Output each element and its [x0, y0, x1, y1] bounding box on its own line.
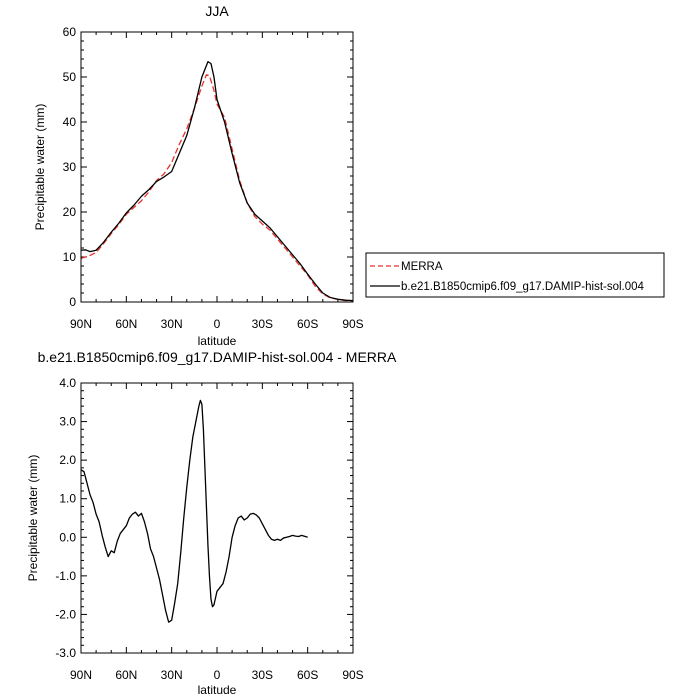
bottom-chart-title: b.e21.B1850cmip6.f09_g17.DAMIP-hist-sol.… — [38, 349, 397, 365]
top-y-tick-label: 50 — [63, 70, 77, 84]
top-y-tick-label: 0 — [69, 295, 76, 309]
legend-label-merra: MERRA — [401, 261, 443, 273]
top-series-line-merra — [80, 74, 353, 302]
top-x-tick-label: 30S — [252, 317, 273, 331]
bottom-y-tick-label: 1.0 — [59, 492, 76, 506]
top-x-tick-label: 60N — [115, 317, 137, 331]
bottom-x-axis-label: latitude — [198, 683, 237, 697]
top-panel: JJA Precipitable water (mm) latitude 90N… — [33, 3, 364, 348]
top-y-axis-label: Precipitable water (mm) — [33, 104, 47, 231]
bottom-y-tick-label: -1.0 — [55, 569, 76, 583]
legend: MERRA b.e21.B1850cmip6.f09_g17.DAMIP-his… — [365, 252, 665, 298]
bottom-y-axis-label: Precipitable water (mm) — [26, 455, 40, 582]
bottom-x-tick-label: 60N — [115, 668, 137, 682]
top-y-tick-label: 10 — [63, 250, 77, 264]
top-y-tick-label: 20 — [63, 205, 77, 219]
top-x-tick-label: 90N — [70, 317, 92, 331]
bottom-y-tick-label: 4.0 — [59, 376, 76, 390]
bottom-y-tick-label: 3.0 — [59, 415, 76, 429]
bottom-series-lines — [80, 399, 308, 623]
legend-label-model: b.e21.B1850cmip6.f09_g17.DAMIP-hist-sol.… — [401, 281, 645, 293]
bottom-x-tick-label: 30S — [252, 668, 273, 682]
legend-box — [365, 252, 665, 298]
bottom-y-tick-label: -3.0 — [55, 646, 76, 660]
top-x-tick-label: 30N — [161, 317, 183, 331]
bottom-panel: b.e21.B1850cmip6.f09_g17.DAMIP-hist-sol.… — [26, 349, 397, 697]
bottom-plot-frame — [80, 382, 354, 654]
bottom-x-tick-label: 0 — [214, 668, 221, 682]
top-y-tick-label: 30 — [63, 160, 77, 174]
top-chart-title: JJA — [205, 3, 229, 19]
top-x-tick-label: 90S — [342, 317, 363, 331]
bottom-x-tick-label: 90N — [70, 668, 92, 682]
bottom-x-tick-label: 60S — [297, 668, 318, 682]
bottom-series-line-0 — [80, 399, 308, 623]
top-x-tick-label: 0 — [214, 317, 221, 331]
top-series-lines — [80, 61, 354, 302]
top-x-tick-label: 60S — [297, 317, 318, 331]
bottom-y-tick-label: -2.0 — [55, 607, 76, 621]
bottom-x-tick-label: 30N — [161, 668, 183, 682]
top-plot-frame — [80, 31, 354, 303]
top-y-tick-label: 40 — [63, 115, 77, 129]
bottom-x-tick-label: 90S — [342, 668, 363, 682]
bottom-y-tick-label: 2.0 — [59, 453, 76, 467]
top-y-tick-label: 60 — [63, 25, 77, 39]
top-series-line-b-e21-b1850cmip6-f09-g17-damip-hist-sol-004 — [80, 61, 354, 302]
top-x-axis-label: latitude — [198, 334, 237, 348]
bottom-y-tick-label: 0.0 — [59, 530, 76, 544]
top-axis-ticks: 90N 60N 30N 0 30S 60S 90S 0 10 20 30 40 50 60 — [63, 25, 364, 331]
bottom-axis-ticks: 90N 60N 30N 0 30S 60S 90S -3.0 -2.0 -1.0 0.0 1.0 2.0… — [55, 376, 363, 682]
